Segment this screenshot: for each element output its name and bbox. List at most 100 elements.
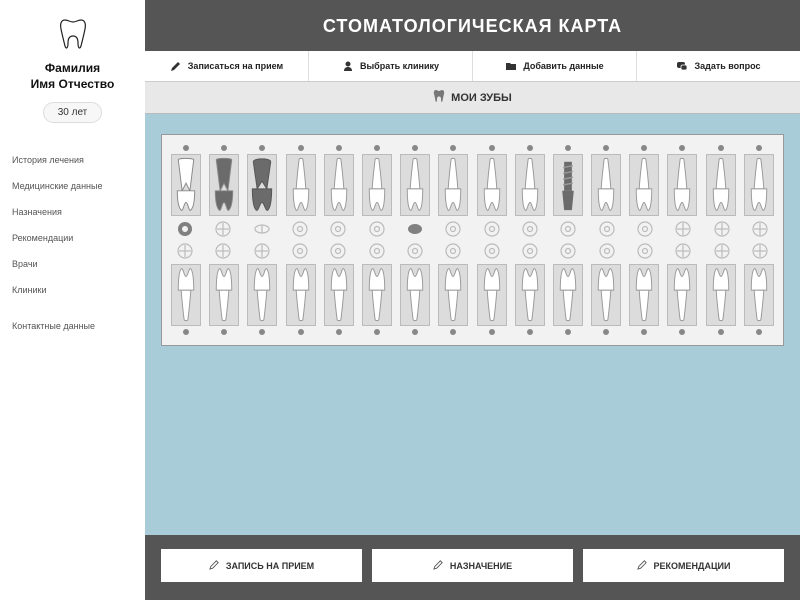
nav-recommendations[interactable]: Рекомендации bbox=[0, 225, 145, 251]
nav-doctors[interactable]: Врачи bbox=[0, 251, 145, 277]
surface-lower-7[interactable] bbox=[400, 241, 430, 261]
surface-lower-2[interactable] bbox=[208, 241, 238, 261]
surface-lower-10[interactable] bbox=[515, 241, 545, 261]
folder-icon bbox=[505, 60, 517, 72]
marker bbox=[705, 143, 737, 153]
nav-medical[interactable]: Медицинские данные bbox=[0, 173, 145, 199]
surface-upper-16[interactable] bbox=[745, 219, 775, 239]
tooth-upper-11[interactable] bbox=[552, 153, 584, 217]
tooth-lower-8[interactable] bbox=[437, 263, 469, 327]
nav-contact[interactable]: Контактные данные bbox=[0, 313, 145, 339]
tooth-upper-15[interactable] bbox=[705, 153, 737, 217]
surface-lower-9[interactable] bbox=[477, 241, 507, 261]
tooth-upper-1[interactable] bbox=[170, 153, 202, 217]
tooth-lower-3[interactable] bbox=[246, 263, 278, 327]
surface-lower-8[interactable] bbox=[438, 241, 468, 261]
tooth-lower-5[interactable] bbox=[323, 263, 355, 327]
upper-surfaces bbox=[170, 219, 775, 239]
surface-lower-3[interactable] bbox=[247, 241, 277, 261]
tooth-lower-12[interactable] bbox=[590, 263, 622, 327]
tooth-upper-16[interactable] bbox=[743, 153, 775, 217]
bottom-assignment-button[interactable]: НАЗНАЧЕНИЕ bbox=[372, 549, 573, 582]
marker bbox=[705, 327, 737, 337]
nav-clinics[interactable]: Клиники bbox=[0, 277, 145, 303]
surface-lower-1[interactable] bbox=[170, 241, 200, 261]
surface-upper-2[interactable] bbox=[208, 219, 238, 239]
surface-upper-15[interactable] bbox=[707, 219, 737, 239]
surface-upper-14[interactable] bbox=[668, 219, 698, 239]
marker bbox=[323, 143, 355, 153]
tooth-lower-6[interactable] bbox=[361, 263, 393, 327]
tooth-lower-14[interactable] bbox=[666, 263, 698, 327]
surface-lower-12[interactable] bbox=[592, 241, 622, 261]
ask-button[interactable]: Задать вопрос bbox=[637, 51, 800, 81]
patient-name-line2: Имя Отчество bbox=[8, 77, 137, 93]
upper-teeth-row bbox=[170, 153, 775, 217]
dental-chart bbox=[161, 134, 784, 346]
bottom-appointment-button[interactable]: ЗАПИСЬ НА ПРИЕМ bbox=[161, 549, 362, 582]
surface-lower-11[interactable] bbox=[553, 241, 583, 261]
tooth-upper-13[interactable] bbox=[628, 153, 660, 217]
tooth-lower-13[interactable] bbox=[628, 263, 660, 327]
surface-upper-11[interactable] bbox=[553, 219, 583, 239]
surface-lower-4[interactable] bbox=[285, 241, 315, 261]
surface-upper-4[interactable] bbox=[285, 219, 315, 239]
marker bbox=[285, 327, 317, 337]
tooth-lower-10[interactable] bbox=[514, 263, 546, 327]
tooth-upper-9[interactable] bbox=[476, 153, 508, 217]
tooth-upper-3[interactable] bbox=[246, 153, 278, 217]
tooth-upper-5[interactable] bbox=[323, 153, 355, 217]
clinic-button[interactable]: Выбрать клинику bbox=[309, 51, 473, 81]
tooth-lower-16[interactable] bbox=[743, 263, 775, 327]
surface-upper-10[interactable] bbox=[515, 219, 545, 239]
bottom-recommendations-button[interactable]: РЕКОМЕНДАЦИИ bbox=[583, 549, 784, 582]
surface-upper-9[interactable] bbox=[477, 219, 507, 239]
add-data-button[interactable]: Добавить данные bbox=[473, 51, 637, 81]
tooth-upper-7[interactable] bbox=[399, 153, 431, 217]
surface-upper-1[interactable] bbox=[170, 219, 200, 239]
tooth-lower-11[interactable] bbox=[552, 263, 584, 327]
tooth-upper-8[interactable] bbox=[437, 153, 469, 217]
surface-upper-8[interactable] bbox=[438, 219, 468, 239]
tooth-lower-4[interactable] bbox=[285, 263, 317, 327]
surface-upper-3[interactable] bbox=[247, 219, 277, 239]
tooth-lower-2[interactable] bbox=[208, 263, 240, 327]
tooth-upper-10[interactable] bbox=[514, 153, 546, 217]
marker bbox=[628, 143, 660, 153]
surface-lower-16[interactable] bbox=[745, 241, 775, 261]
surface-lower-5[interactable] bbox=[323, 241, 353, 261]
tooth-upper-12[interactable] bbox=[590, 153, 622, 217]
tooth-lower-1[interactable] bbox=[170, 263, 202, 327]
surface-upper-5[interactable] bbox=[323, 219, 353, 239]
age-badge[interactable]: 30 лет bbox=[43, 102, 103, 123]
tooth-upper-2[interactable] bbox=[208, 153, 240, 217]
marker bbox=[628, 327, 660, 337]
nav-history[interactable]: История лечения bbox=[0, 147, 145, 173]
chart-area bbox=[145, 114, 800, 535]
marker bbox=[743, 327, 775, 337]
chat-icon bbox=[676, 60, 688, 72]
surface-lower-15[interactable] bbox=[707, 241, 737, 261]
tooth-lower-9[interactable] bbox=[476, 263, 508, 327]
marker bbox=[666, 143, 698, 153]
appointment-label: Записаться на прием bbox=[188, 61, 283, 71]
tooth-upper-4[interactable] bbox=[285, 153, 317, 217]
tooth-upper-14[interactable] bbox=[666, 153, 698, 217]
surface-upper-7[interactable] bbox=[400, 219, 430, 239]
surface-lower-6[interactable] bbox=[362, 241, 392, 261]
surface-upper-13[interactable] bbox=[630, 219, 660, 239]
marker bbox=[514, 327, 546, 337]
surface-upper-12[interactable] bbox=[592, 219, 622, 239]
marker bbox=[666, 327, 698, 337]
surface-lower-13[interactable] bbox=[630, 241, 660, 261]
marker bbox=[476, 143, 508, 153]
tooth-lower-15[interactable] bbox=[705, 263, 737, 327]
add-data-label: Добавить данные bbox=[523, 61, 603, 71]
sidebar-nav: История лечения Медицинские данные Назна… bbox=[0, 147, 145, 339]
appointment-button[interactable]: Записаться на прием bbox=[145, 51, 309, 81]
tooth-lower-7[interactable] bbox=[399, 263, 431, 327]
surface-lower-14[interactable] bbox=[668, 241, 698, 261]
surface-upper-6[interactable] bbox=[362, 219, 392, 239]
tooth-upper-6[interactable] bbox=[361, 153, 393, 217]
nav-assignments[interactable]: Назначения bbox=[0, 199, 145, 225]
